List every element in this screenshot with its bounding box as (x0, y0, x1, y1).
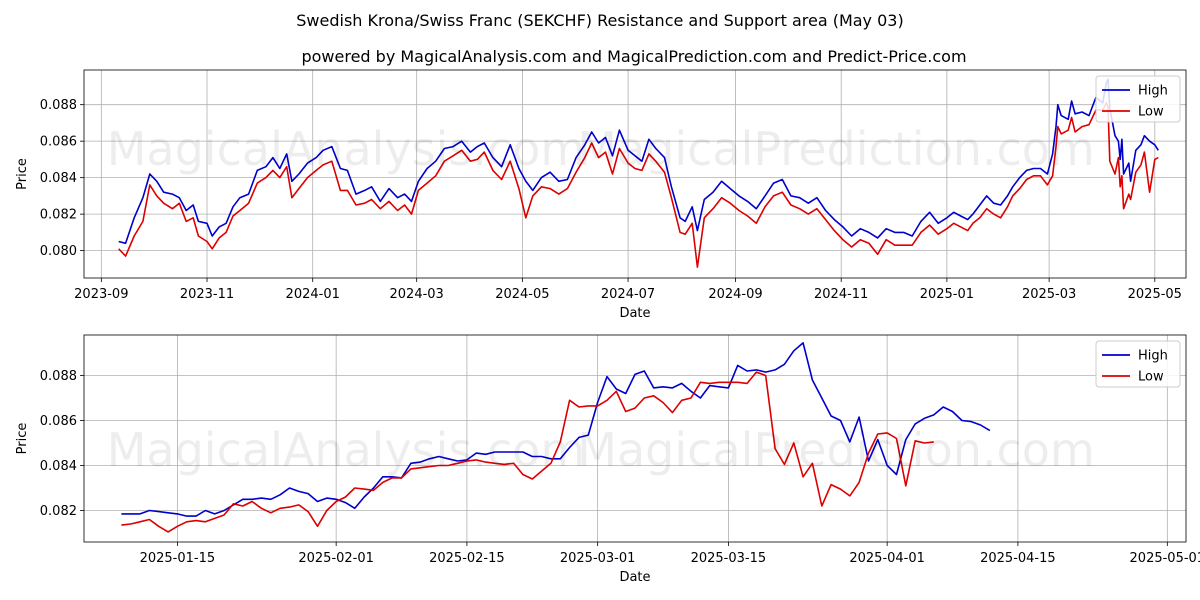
x-tick-label: 2025-01 (920, 287, 974, 302)
axes-frame (83, 69, 1187, 279)
y-axis-label: Price (15, 158, 30, 190)
y-tick-label: 0.086 (40, 135, 77, 150)
watermark-left-top: MagicalAnalysis.com (107, 122, 586, 176)
figure-title: Swedish Krona/Swiss Franc (SEKCHF) Resis… (296, 11, 903, 30)
x-tick-label: 2024-09 (708, 287, 762, 302)
y-tick-label: 0.088 (40, 369, 77, 384)
x-tick-label: 2025-04-15 (980, 551, 1056, 566)
y-tick-label: 0.084 (40, 459, 77, 474)
y-tick-label: 0.082 (40, 504, 77, 519)
y-tick-label: 0.088 (40, 98, 77, 113)
series-line-high (118, 78, 1159, 245)
x-tick-label: 2023-09 (74, 287, 128, 302)
x-tick-label: 2025-02-01 (298, 551, 374, 566)
top-chart-panel: 2023-09 2023-11 2024-01 2024-03 2024-05 2024-… (15, 69, 1187, 321)
y-tick-label: 0.084 (40, 171, 77, 186)
x-tick-label: 2024-05 (495, 287, 549, 302)
legend: High Low (1095, 75, 1181, 123)
x-tick-label: 2023-11 (180, 287, 234, 302)
series-line-low (121, 371, 934, 533)
figure-subtitle: powered by MagicalAnalysis.com and Magic… (301, 47, 966, 66)
legend: High Low (1095, 340, 1181, 388)
bottom-chart-panel: 2025-01-15 2025-02-01 2025-02-15 2025-03-01… (15, 334, 1200, 585)
series-line-high (121, 342, 991, 517)
watermark-right-top: MagicalPrediction.com (577, 122, 1095, 176)
legend-label-high: High (1138, 84, 1168, 99)
y-tick-label: 0.080 (40, 244, 77, 259)
x-tick-label: 2025-04-01 (849, 551, 925, 566)
axes-frame (83, 334, 1187, 543)
legend-label-low: Low (1138, 105, 1164, 120)
x-tick-label: 2025-05 (1128, 287, 1182, 302)
y-tick-label: 0.086 (40, 414, 77, 429)
x-tick-label: 2025-03 (1022, 287, 1076, 302)
watermark-left-bottom: MagicalAnalysis.com (107, 423, 586, 477)
x-tick-label: 2025-02-15 (429, 551, 505, 566)
x-tick-label: 2025-03-01 (560, 551, 636, 566)
x-tick-label: 2024-01 (286, 287, 340, 302)
x-tick-label: 2024-07 (601, 287, 655, 302)
x-tick-label: 2024-11 (814, 287, 868, 302)
x-axis-label: Date (619, 306, 650, 321)
x-tick-label: 2024-03 (390, 287, 444, 302)
legend-label-high: High (1138, 349, 1168, 364)
x-tick-label: 2025-03-15 (691, 551, 767, 566)
x-axis-label: Date (619, 570, 650, 585)
watermark-right-bottom: MagicalPrediction.com (577, 423, 1095, 477)
y-tick-label: 0.082 (40, 208, 77, 223)
x-tick-label: 2025-01-15 (140, 551, 216, 566)
series-line-low (118, 102, 1159, 268)
y-axis-label: Price (15, 423, 30, 455)
x-tick-label: 2025-05-01 (1130, 551, 1200, 566)
legend-label-low: Low (1138, 370, 1164, 385)
